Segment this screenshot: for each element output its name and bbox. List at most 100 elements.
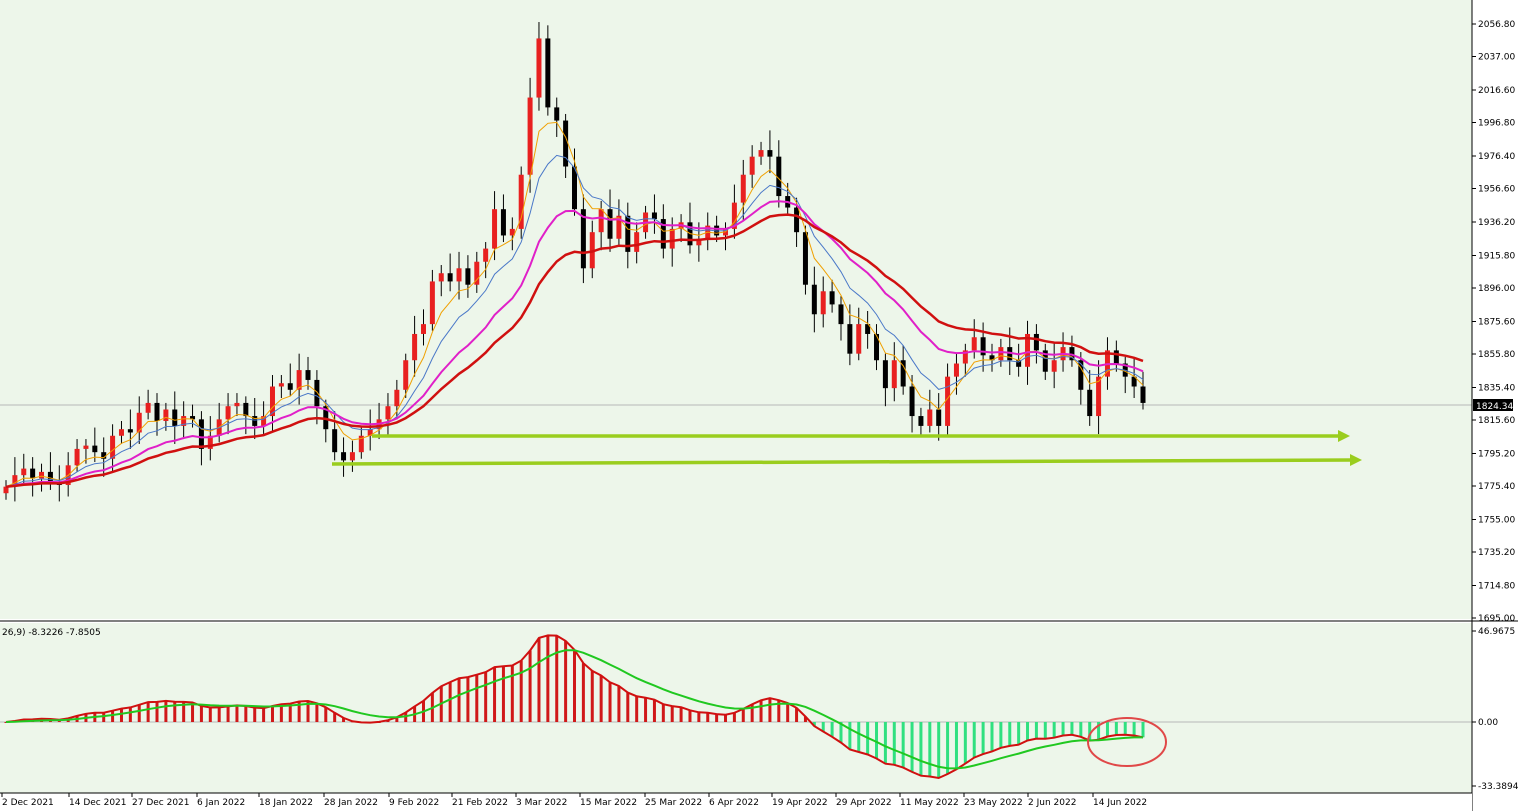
macd-histogram-bar xyxy=(519,660,523,722)
macd-histogram-bar xyxy=(608,682,612,722)
candle-body xyxy=(492,209,498,249)
macd-histogram-bar xyxy=(910,722,914,772)
candle-body xyxy=(962,350,968,364)
price-tick-label: 1855.80 xyxy=(1478,350,1515,360)
candle-body xyxy=(314,379,320,407)
candle-body xyxy=(207,435,213,449)
candle-body xyxy=(838,304,844,325)
macd-histogram-bar xyxy=(972,722,976,758)
macd-histogram-bar xyxy=(892,722,896,765)
price-panel xyxy=(0,0,1472,619)
time-tick-label: 18 Jan 2022 xyxy=(259,798,313,808)
candle-body xyxy=(101,452,107,459)
candle-body xyxy=(21,468,27,476)
macd-signal-line xyxy=(5,649,1143,770)
macd-histogram-bar xyxy=(1017,722,1021,745)
price-axis: 2056.80 2037.00 2016.60 1996.80 1976.40 1956.… xyxy=(1472,20,1515,624)
candle-body xyxy=(865,324,871,334)
macd-histogram-bar xyxy=(963,722,967,764)
time-tick-label: 19 Apr 2022 xyxy=(772,798,828,808)
macd-histogram-bar xyxy=(546,635,550,722)
candle-body xyxy=(74,448,80,466)
price-tick-label: 1956.60 xyxy=(1478,185,1515,195)
price-tick-label: 1875.60 xyxy=(1478,317,1515,327)
macd-histogram-bar xyxy=(1052,722,1056,738)
price-tick-label: 1835.40 xyxy=(1478,383,1515,393)
candle-body xyxy=(420,324,426,334)
macd-histogram-bar xyxy=(182,701,186,722)
candle-body xyxy=(1051,360,1057,372)
macd-histogram-bar xyxy=(1114,722,1118,735)
candle-body xyxy=(749,156,755,175)
macd-tick-label: -33.3894 xyxy=(1478,782,1518,792)
time-tick-label: 23 May 2022 xyxy=(964,798,1023,808)
candle-body xyxy=(776,156,782,197)
macd-histogram-bar xyxy=(537,637,541,722)
macd-histogram-bar xyxy=(1123,722,1127,735)
candle-body xyxy=(696,238,702,246)
candle-body xyxy=(829,291,835,305)
price-tick-label: 1795.20 xyxy=(1478,449,1515,459)
candle-body xyxy=(1096,376,1102,417)
candle-body xyxy=(367,429,373,436)
macd-histogram-bar xyxy=(324,707,328,722)
macd-histogram-bar xyxy=(1141,722,1145,738)
macd-histogram-bar xyxy=(919,722,923,776)
time-tick-label: 2 Jun 2022 xyxy=(1028,798,1076,808)
macd-histogram-bar xyxy=(564,640,568,722)
macd-histogram-bar xyxy=(1026,722,1030,741)
candle-body xyxy=(971,337,977,351)
candle-body xyxy=(500,209,506,236)
price-tick-label: 2016.60 xyxy=(1478,86,1515,96)
candle-body xyxy=(234,402,240,407)
macd-histogram-bar xyxy=(128,707,132,722)
candle-body xyxy=(998,347,1004,361)
candle-body xyxy=(394,389,400,407)
candle-body xyxy=(47,471,53,482)
macd-histogram-bar xyxy=(990,722,994,752)
macd-histogram-bar xyxy=(1088,722,1092,741)
candle-body xyxy=(909,386,915,417)
macd-histogram-bar xyxy=(217,707,221,722)
candle-body xyxy=(794,207,800,233)
time-tick-label: 11 May 2022 xyxy=(900,798,959,808)
candle-body xyxy=(127,429,133,433)
candle-body xyxy=(989,355,995,361)
candle-body xyxy=(536,38,542,98)
candle-body xyxy=(1113,350,1119,364)
macd-histogram-bar xyxy=(821,722,825,732)
time-tick-label: 14 Dec 2021 xyxy=(69,798,127,808)
candle-body xyxy=(1087,389,1093,417)
candle-body xyxy=(811,284,817,315)
macd-histogram-bar xyxy=(288,703,292,722)
macd-histogram-bar xyxy=(555,635,559,722)
macd-histogram-bar xyxy=(724,714,728,722)
time-tick-label: 6 Jan 2022 xyxy=(197,798,245,808)
macd-histogram-bar xyxy=(173,701,177,722)
candle-body xyxy=(296,370,302,390)
candle-body xyxy=(1025,333,1031,367)
candle-body xyxy=(1016,360,1022,367)
macd-histogram-bar xyxy=(466,677,470,722)
price-tick-label: 1755.00 xyxy=(1478,515,1515,525)
price-tick-label: 1936.20 xyxy=(1478,218,1515,228)
macd-histogram-bar xyxy=(599,675,603,722)
time-tick-label: 25 Mar 2022 xyxy=(645,798,702,808)
candle-body xyxy=(269,386,275,417)
candle-body xyxy=(945,376,951,426)
candle-body xyxy=(243,402,249,417)
current-price-text: 1824.34 xyxy=(1476,402,1513,412)
macd-histogram-bar xyxy=(652,699,656,722)
candle-body xyxy=(882,360,888,389)
time-tick-label: 6 Apr 2022 xyxy=(709,798,759,808)
candle-body xyxy=(447,273,453,282)
macd-histogram-bar xyxy=(857,722,861,753)
candle-body xyxy=(225,406,231,420)
macd-histogram-bar xyxy=(244,706,248,722)
macd-histogram-bar xyxy=(839,722,843,743)
current-price-badge xyxy=(1473,399,1513,411)
macd-histogram-bar xyxy=(1070,722,1074,735)
candle-body xyxy=(918,416,924,426)
macd-highlight-circle xyxy=(1087,717,1167,767)
candle-body xyxy=(767,150,773,157)
